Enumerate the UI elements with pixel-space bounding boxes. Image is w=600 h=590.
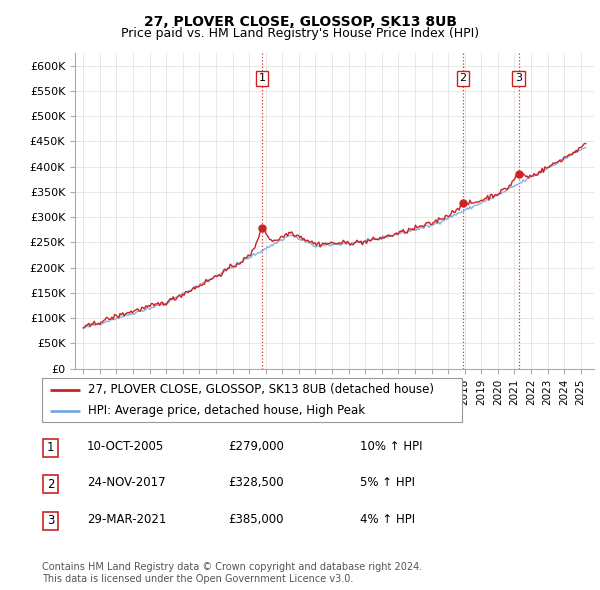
- Text: £328,500: £328,500: [228, 476, 284, 489]
- Text: 10-OCT-2005: 10-OCT-2005: [87, 440, 164, 453]
- Text: 3: 3: [47, 514, 54, 527]
- Text: 5% ↑ HPI: 5% ↑ HPI: [360, 476, 415, 489]
- Text: 27, PLOVER CLOSE, GLOSSOP, SK13 8UB (detached house): 27, PLOVER CLOSE, GLOSSOP, SK13 8UB (det…: [88, 384, 434, 396]
- Text: £279,000: £279,000: [228, 440, 284, 453]
- Text: 1: 1: [47, 441, 54, 454]
- Text: Price paid vs. HM Land Registry's House Price Index (HPI): Price paid vs. HM Land Registry's House …: [121, 27, 479, 40]
- Text: 10% ↑ HPI: 10% ↑ HPI: [360, 440, 422, 453]
- Text: 27, PLOVER CLOSE, GLOSSOP, SK13 8UB: 27, PLOVER CLOSE, GLOSSOP, SK13 8UB: [143, 15, 457, 29]
- Text: 4% ↑ HPI: 4% ↑ HPI: [360, 513, 415, 526]
- Text: 2: 2: [47, 478, 54, 491]
- Text: HPI: Average price, detached house, High Peak: HPI: Average price, detached house, High…: [88, 404, 365, 417]
- Text: 29-MAR-2021: 29-MAR-2021: [87, 513, 166, 526]
- Text: £385,000: £385,000: [228, 513, 284, 526]
- Text: 1: 1: [259, 73, 266, 83]
- Text: Contains HM Land Registry data © Crown copyright and database right 2024.
This d: Contains HM Land Registry data © Crown c…: [42, 562, 422, 584]
- Text: 2: 2: [460, 73, 467, 83]
- Text: 24-NOV-2017: 24-NOV-2017: [87, 476, 166, 489]
- Text: 3: 3: [515, 73, 522, 83]
